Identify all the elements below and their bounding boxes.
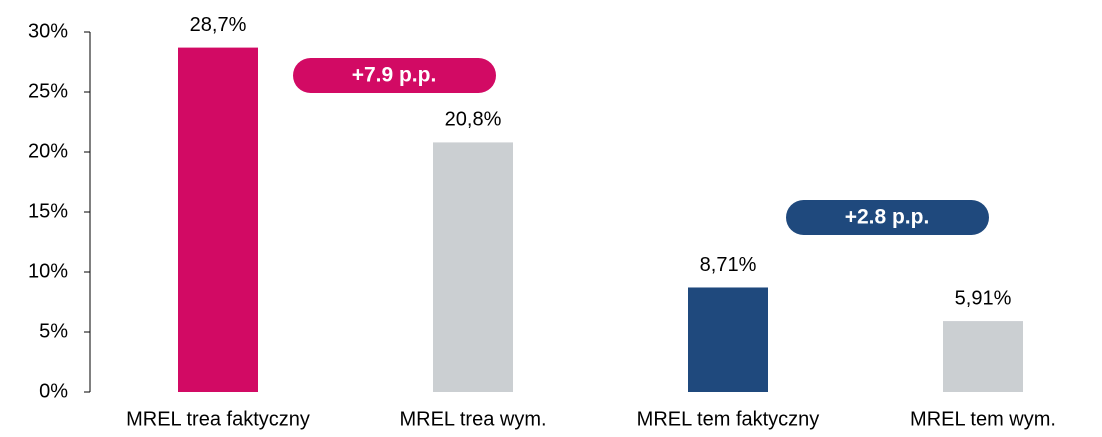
bar: [943, 321, 1023, 392]
annotation-pill: [293, 58, 496, 93]
y-tick-label: 30%: [28, 20, 68, 42]
bar: [178, 47, 258, 392]
x-tick-label: MREL tem wym.: [910, 408, 1056, 430]
bar: [433, 142, 513, 392]
annotation-pill: [786, 200, 989, 235]
bar: [688, 287, 768, 392]
x-tick-label: MREL trea wym.: [399, 408, 546, 430]
annotation: +7.9 p.p.: [352, 64, 437, 87]
value-label: 8,71%: [700, 254, 757, 276]
value-label: 20,8%: [445, 109, 502, 131]
value-label: 5,91%: [955, 287, 1012, 309]
annotation: +2.8 p.p.: [845, 206, 930, 229]
y-tick-label: 15%: [28, 200, 68, 222]
value-label: 28,7%: [190, 14, 247, 36]
y-tick-label: 20%: [28, 140, 68, 162]
y-tick-label: 0%: [39, 380, 68, 402]
y-tick-label: 10%: [28, 260, 68, 282]
y-tick-label: 25%: [28, 80, 68, 102]
y-tick-label: 5%: [39, 320, 68, 342]
x-tick-label: MREL tem faktyczny: [637, 408, 820, 430]
x-tick-label: MREL trea faktyczny: [126, 408, 310, 430]
